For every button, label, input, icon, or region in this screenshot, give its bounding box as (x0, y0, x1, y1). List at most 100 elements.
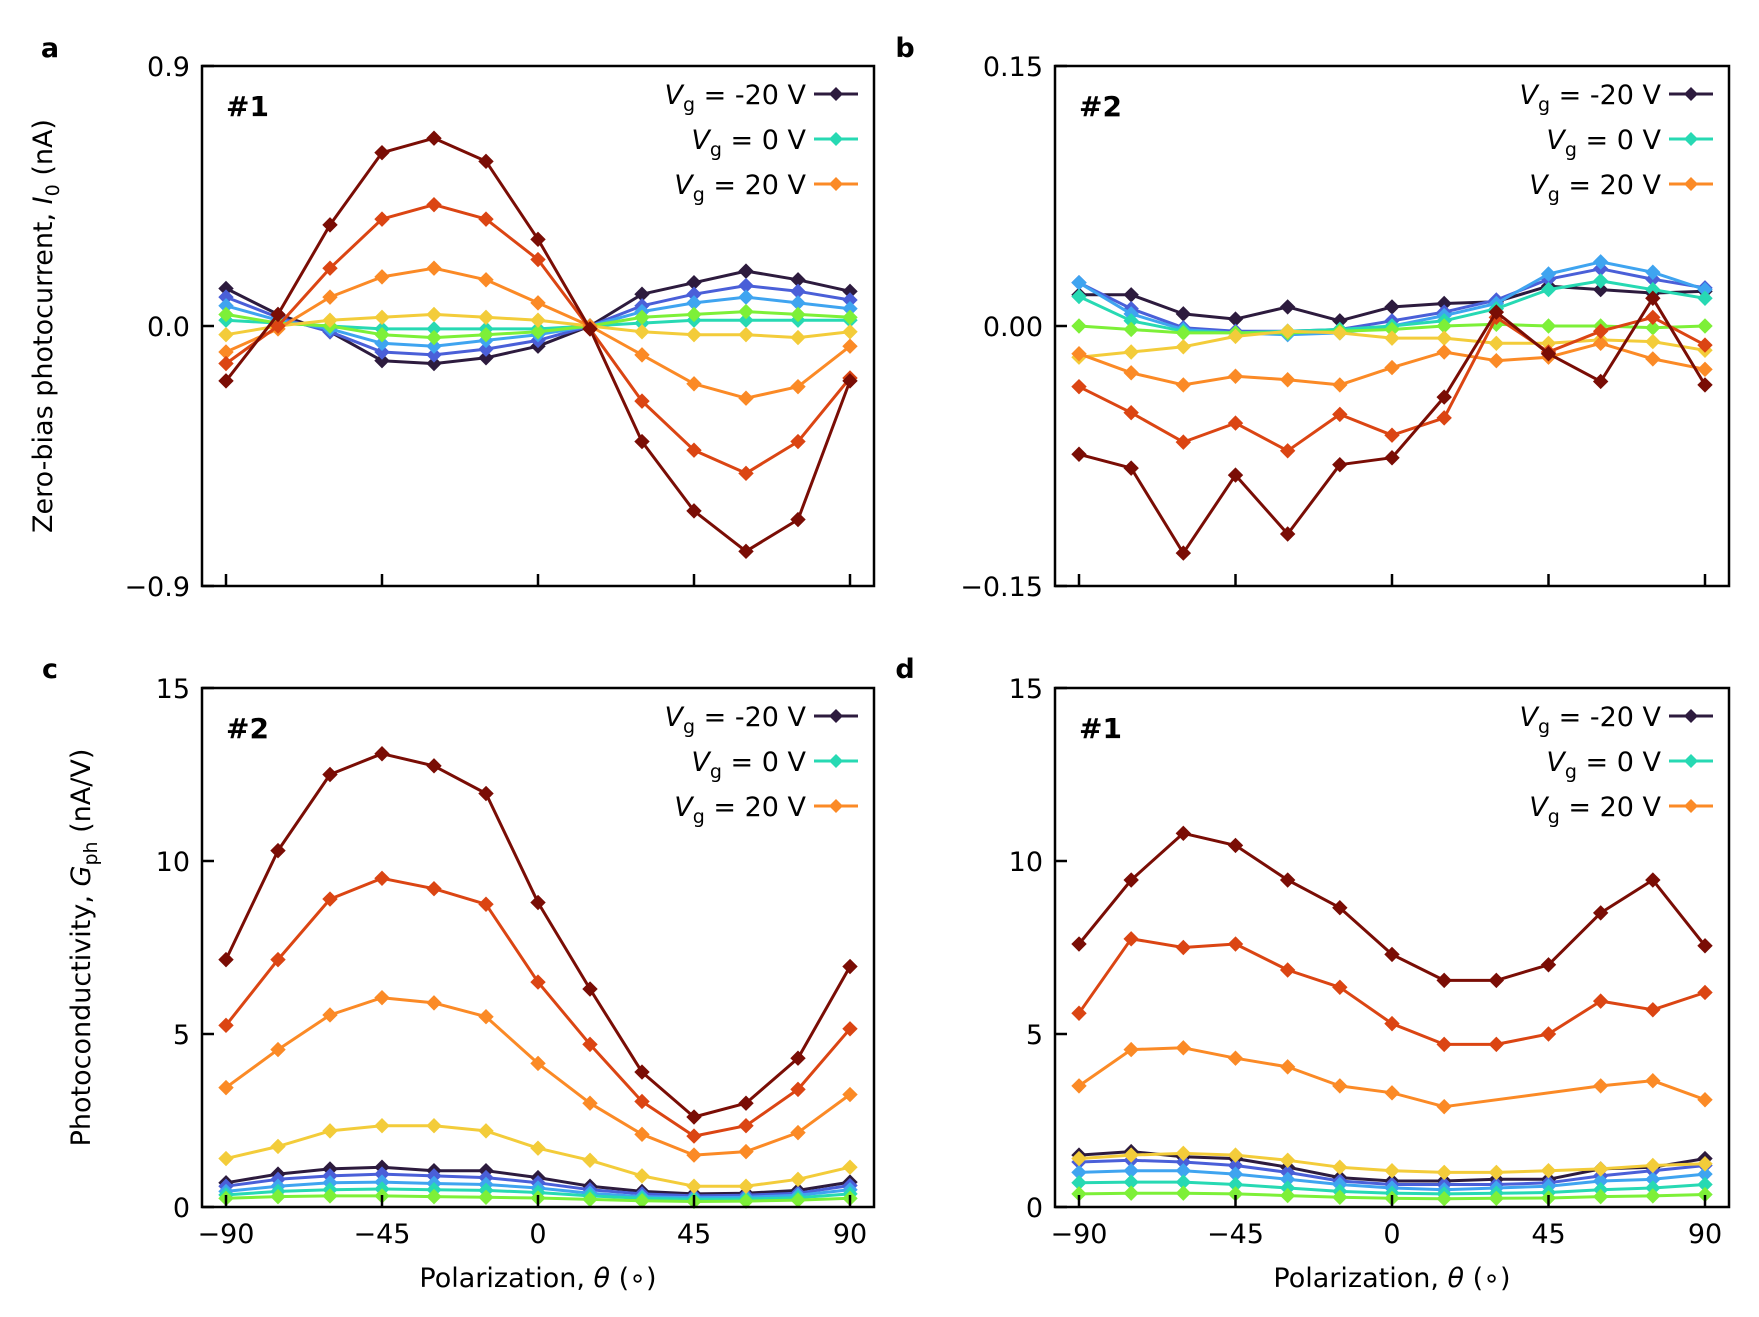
data-point (270, 1041, 286, 1058)
y-tick-label: 10 (1009, 847, 1043, 878)
data-point (1332, 325, 1348, 341)
data-point (1279, 1187, 1296, 1204)
x-tick-label: 0 (1383, 1219, 1400, 1250)
legend-entry: Vg = 20 V (674, 170, 858, 206)
legend-sub: g (1538, 94, 1550, 116)
data-point (1227, 936, 1244, 952)
data-point (1384, 1085, 1400, 1101)
data-point (686, 326, 702, 343)
data-point (1175, 306, 1192, 322)
data-point (1592, 1188, 1609, 1205)
legend-text: = -20 V (695, 702, 806, 733)
data-point (1436, 1098, 1452, 1115)
data-point (1697, 984, 1713, 1001)
legend-label: Vg = -20 V (1520, 80, 1662, 116)
data-point (426, 995, 442, 1011)
y-axis-title-sub: ph (80, 841, 102, 865)
panel-b: b−0.150.000.15#2 Vg = -20 VVg = 0 VVg = 2… (895, 33, 1731, 603)
legend-var: V (674, 792, 695, 823)
data-point (790, 1081, 806, 1098)
data-point (1436, 344, 1452, 360)
legend-entry: Vg = -20 V (1520, 80, 1713, 116)
data-point (1540, 266, 1557, 282)
data-point (1384, 946, 1400, 963)
legend-sub: g (1565, 761, 1577, 783)
series-line (225, 996, 851, 1157)
data-point (1592, 273, 1609, 289)
y-axis-title-sub: 0 (42, 184, 64, 196)
data-point (1697, 938, 1713, 954)
legend-sub: g (1538, 716, 1550, 738)
data-point (582, 321, 598, 337)
data-point (218, 373, 234, 389)
data-point (634, 1168, 650, 1184)
y-axis-title-unit: (nA/V) (66, 749, 97, 842)
data-point (1592, 281, 1609, 298)
legend-text: = 20 V (705, 170, 807, 201)
data-point (530, 312, 546, 328)
legend-entry: Vg = 20 V (1529, 792, 1713, 828)
data-point (1123, 1041, 1139, 1058)
y-axis-title-var: G (66, 866, 97, 887)
data-point (1540, 1026, 1557, 1042)
data-point (478, 350, 494, 366)
data-point (478, 153, 494, 170)
sample-label: #1 (1079, 712, 1122, 745)
data-point (1645, 1157, 1661, 1174)
legend-text: = 20 V (1560, 170, 1662, 201)
data-point (218, 951, 234, 968)
y-axis-title: Photoconductivity, Gph (nA/V) (66, 749, 102, 1147)
legend-text: = 0 V (722, 747, 807, 778)
data-point (322, 1188, 338, 1204)
data-point (1540, 1162, 1557, 1179)
legend-var: V (1520, 80, 1541, 111)
data-point (1488, 1164, 1505, 1181)
data-point (1332, 900, 1348, 916)
data-point (738, 1095, 754, 1111)
data-point (1227, 1050, 1244, 1066)
data-point (1175, 825, 1192, 842)
data-point (1645, 351, 1661, 367)
data-point (270, 1188, 286, 1205)
legend-marker (1684, 709, 1698, 723)
data-point (322, 289, 338, 305)
legend-label: Vg = -20 V (665, 702, 807, 738)
data-point (738, 390, 754, 406)
y-tick-label: −0.15 (960, 572, 1043, 603)
data-point (1592, 993, 1609, 1009)
data-point (478, 1189, 494, 1206)
data-point (1071, 288, 1087, 305)
legend-text: = -20 V (1550, 80, 1661, 111)
data-point (842, 1159, 858, 1175)
x-tick-label: 0 (529, 1219, 546, 1250)
y-tick-label: −0.9 (124, 572, 190, 603)
legend-marker (829, 87, 843, 101)
data-point (1384, 299, 1400, 315)
data-point (686, 442, 702, 458)
data-point (1697, 1156, 1713, 1172)
legend-text: = 0 V (1577, 747, 1662, 778)
data-point (1071, 274, 1087, 291)
data-point (738, 1117, 754, 1134)
data-point (738, 465, 754, 482)
data-point (790, 378, 806, 395)
series-6 (1071, 1040, 1713, 1115)
legend-var: V (691, 125, 712, 156)
data-point (374, 989, 390, 1006)
data-point (218, 306, 234, 323)
data-point (842, 373, 858, 389)
data-point (1175, 339, 1192, 355)
legend-label: Vg = 20 V (1529, 792, 1661, 828)
data-point (842, 324, 858, 340)
legend-entry: Vg = -20 V (665, 702, 858, 738)
data-point (1227, 467, 1244, 483)
y-tick-label: 0.15 (983, 52, 1043, 83)
data-point (790, 433, 806, 450)
data-point (1540, 346, 1557, 362)
data-point (1279, 323, 1296, 339)
legend-var: V (665, 80, 686, 111)
data-point (322, 1007, 338, 1023)
data-point (218, 1079, 234, 1096)
data-point (218, 1017, 234, 1034)
